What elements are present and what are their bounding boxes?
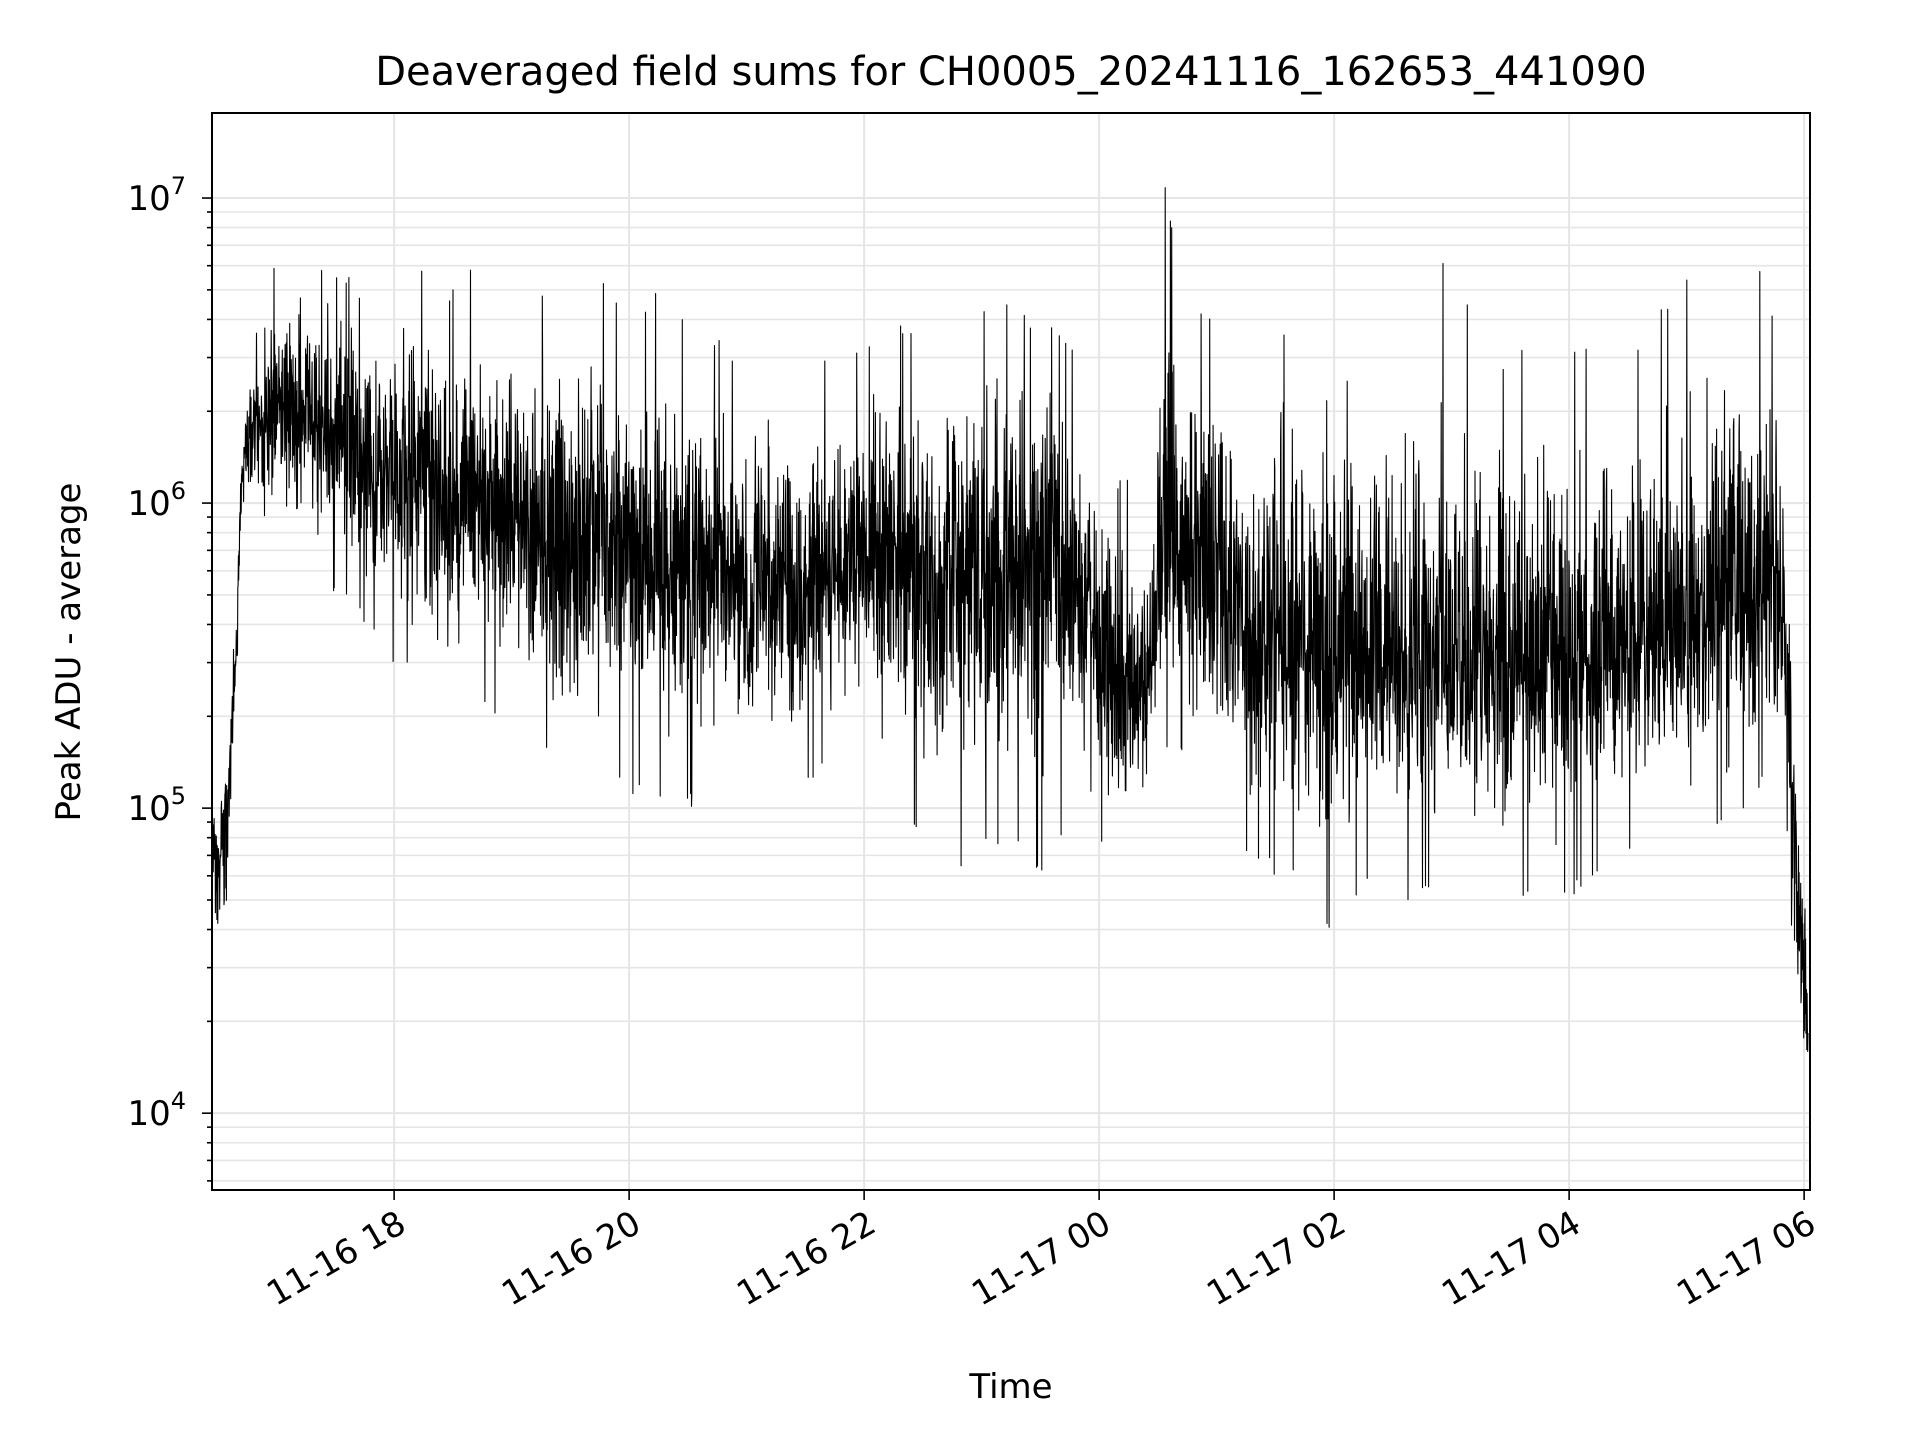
series-line [211,187,1809,1052]
chart-title: Deaveraged field sums for CH0005_2024111… [375,49,1647,95]
x-axis-label: Time [968,1367,1052,1407]
plot-frame [211,112,1811,1191]
data-layer [211,187,1809,1052]
y-axis-label: Peak ADU - average [49,483,89,822]
y-tick-label: 107 [127,172,186,219]
y-tick-label: 106 [127,477,186,524]
y-tick-label: 105 [127,782,186,829]
y-tick-label: 104 [127,1087,186,1134]
